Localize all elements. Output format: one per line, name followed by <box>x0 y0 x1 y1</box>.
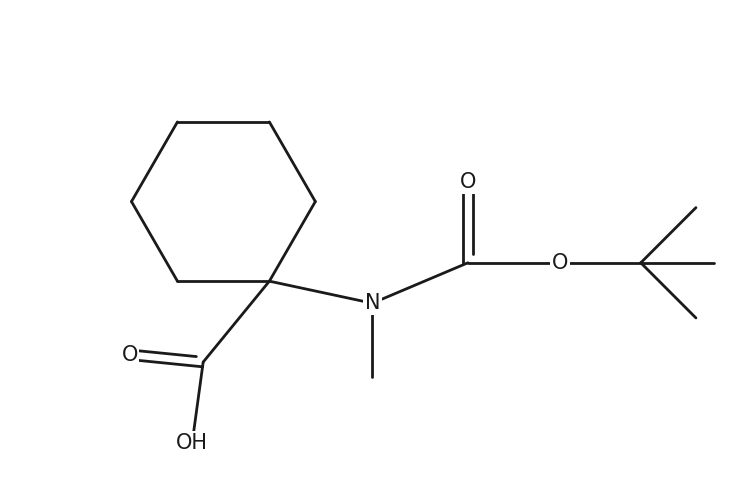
Text: O: O <box>122 345 138 365</box>
Text: O: O <box>459 172 476 192</box>
Text: OH: OH <box>176 433 208 453</box>
Text: N: N <box>365 293 380 313</box>
Text: O: O <box>552 253 568 273</box>
